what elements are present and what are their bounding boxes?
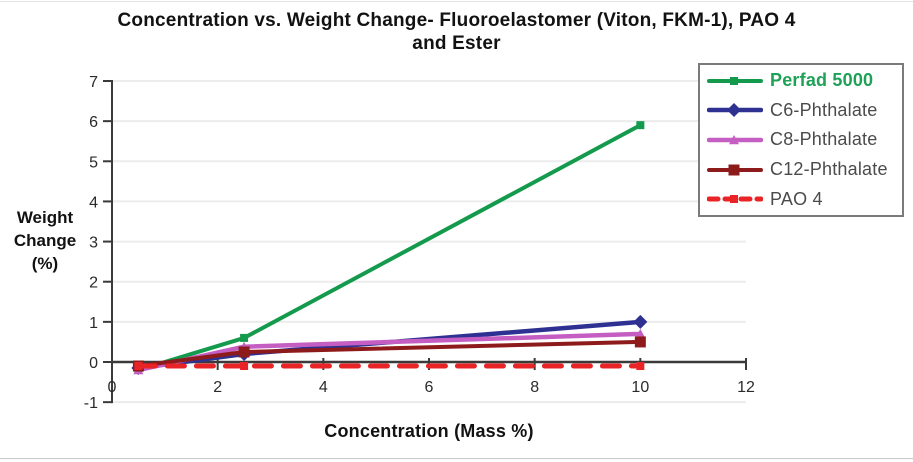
y-axis-title-line2: Change bbox=[13, 231, 77, 250]
legend-item-c6-phthalate: C6-Phthalate bbox=[707, 96, 902, 124]
y-axis-title-line3: (%) bbox=[31, 254, 59, 273]
page-top-edge-line bbox=[0, 1, 913, 2]
y-tick-label: 2 bbox=[89, 275, 98, 292]
x-tick-label: 6 bbox=[425, 379, 434, 396]
series-marker-c12-phthalate bbox=[238, 346, 250, 358]
series-marker-c8-phthalate bbox=[635, 328, 646, 339]
legend-label-pao-4: PAO 4 bbox=[770, 188, 823, 209]
series-marker-c6-phthalate bbox=[633, 314, 648, 329]
chart-title-line2: and Ester bbox=[412, 33, 501, 54]
y-axis-title-line1: Weight bbox=[16, 208, 74, 227]
y-tick-label: 6 bbox=[89, 114, 98, 131]
legend-swatch-c8-phthalate bbox=[707, 134, 763, 145]
chart-title: Concentration vs. Weight Change- Fluoroe… bbox=[0, 9, 913, 55]
legend-item-c12-phthalate: C12-Phthalate bbox=[707, 156, 902, 184]
x-tick-label: 4 bbox=[319, 379, 328, 396]
y-tick-label: 5 bbox=[89, 154, 98, 171]
x-tick-label: 2 bbox=[213, 379, 222, 396]
legend-label-c8-phthalate: C8-Phthalate bbox=[770, 129, 878, 150]
legend-marker-c12-phthalate bbox=[728, 164, 740, 176]
y-tick-label: 3 bbox=[89, 235, 98, 252]
y-tick-label: 0 bbox=[89, 355, 98, 372]
x-axis-title: Concentration (Mass %) bbox=[324, 421, 534, 441]
y-tick-label: 1 bbox=[89, 315, 98, 332]
legend-item-perfad-5000: Perfad 5000 bbox=[707, 67, 902, 95]
y-tick-label: -1 bbox=[84, 395, 98, 412]
legend-swatch-perfad-5000 bbox=[707, 76, 763, 85]
legend-marker-c8-phthalate bbox=[729, 134, 739, 145]
legend-box: Perfad 5000 C6-Phthalate C8-Phthalate C12-P… bbox=[698, 63, 904, 217]
series-marker-perfad-5000 bbox=[636, 121, 645, 130]
y-tick-label: 7 bbox=[89, 74, 98, 91]
legend-marker-perfad-5000 bbox=[730, 76, 738, 85]
legend-swatch-c6-phthalate bbox=[707, 103, 763, 118]
legend-label-c12-phthalate: C12-Phthalate bbox=[770, 159, 888, 180]
legend-marker-pao-4 bbox=[730, 195, 738, 204]
x-tick-label: 12 bbox=[737, 379, 755, 396]
legend-label-perfad-5000: Perfad 5000 bbox=[770, 70, 874, 91]
legend-label-c6-phthalate: C6-Phthalate bbox=[770, 99, 878, 120]
x-tick-label: 0 bbox=[108, 379, 117, 396]
chart-title-line1: Concentration vs. Weight Change- Fluoroe… bbox=[117, 10, 796, 31]
series-marker-perfad-5000 bbox=[240, 333, 249, 342]
legend-marker-c6-phthalate bbox=[727, 103, 741, 118]
series-marker-c12-phthalate bbox=[634, 336, 646, 348]
x-tick-label: 10 bbox=[631, 379, 649, 396]
series-marker-pao-4 bbox=[636, 362, 645, 371]
y-axis-title: Weight Change (%) bbox=[0, 206, 90, 275]
legend-item-c8-phthalate: C8-Phthalate bbox=[707, 126, 902, 154]
y-tick-label: 4 bbox=[89, 194, 98, 211]
page-bottom-edge-line bbox=[0, 458, 913, 459]
legend-item-pao-4: PAO 4 bbox=[707, 185, 902, 213]
x-tick-label: 8 bbox=[530, 379, 539, 396]
legend-swatch-pao-4 bbox=[707, 195, 763, 204]
series-marker-pao-4 bbox=[240, 362, 249, 371]
legend-swatch-c12-phthalate bbox=[707, 164, 763, 176]
series-marker-pao-4 bbox=[134, 362, 143, 371]
